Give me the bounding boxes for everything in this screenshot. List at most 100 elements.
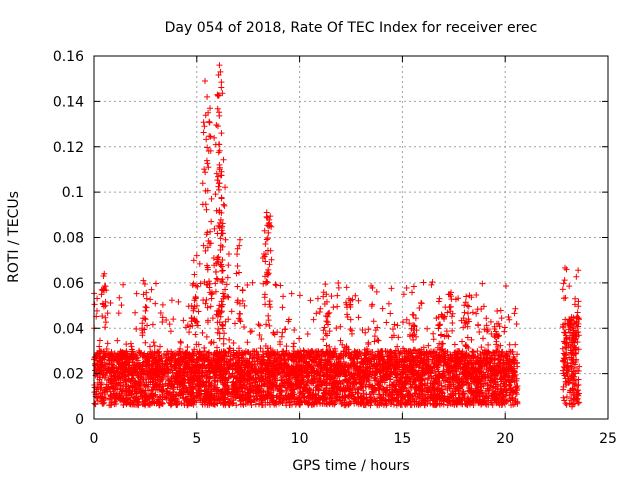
roti-point <box>496 367 503 374</box>
roti-point <box>226 359 233 366</box>
roti-point <box>186 365 193 372</box>
roti-point <box>262 373 269 380</box>
roti-point <box>234 299 241 306</box>
roti-point <box>395 334 402 341</box>
roti-point <box>255 321 262 328</box>
roti-point <box>159 365 166 372</box>
roti-point <box>385 300 392 307</box>
roti-point <box>388 285 395 292</box>
roti-point <box>264 366 271 373</box>
roti-point <box>425 342 432 349</box>
roti-point <box>101 391 108 398</box>
roti-point <box>346 350 353 357</box>
roti-point <box>506 316 513 323</box>
roti-point <box>238 385 245 392</box>
roti-point <box>123 354 130 361</box>
roti-point <box>377 394 384 401</box>
roti-point <box>494 385 501 392</box>
roti-point <box>198 369 205 376</box>
roti-point <box>201 348 208 355</box>
roti-point <box>365 326 372 333</box>
roti-point <box>122 377 129 384</box>
roti-point <box>330 377 337 384</box>
roti-point <box>263 366 270 373</box>
roti-point <box>400 345 407 352</box>
roti-point <box>497 307 504 314</box>
roti-point <box>356 374 363 381</box>
roti-point <box>434 385 441 392</box>
roti-point <box>470 349 477 356</box>
roti-point <box>410 378 417 385</box>
roti-point <box>440 377 447 384</box>
roti-point <box>279 348 286 355</box>
roti-point <box>146 343 153 350</box>
roti-point <box>363 365 370 372</box>
roti-point <box>358 401 365 408</box>
roti-point <box>386 386 393 393</box>
roti-point <box>102 365 109 372</box>
roti-point <box>502 282 509 289</box>
roti-point <box>310 380 317 387</box>
roti-point <box>229 382 236 389</box>
roti-point <box>286 369 293 376</box>
roti-point <box>354 348 361 355</box>
roti-point <box>148 286 155 293</box>
roti-point <box>159 387 166 394</box>
roti-point <box>106 377 113 384</box>
roti-point <box>197 382 204 389</box>
roti-point <box>96 347 103 354</box>
roti-point <box>362 357 369 364</box>
roti-point <box>330 304 337 311</box>
roti-point <box>400 364 407 371</box>
roti-point <box>315 392 322 399</box>
roti-point <box>172 355 179 362</box>
roti-point <box>305 377 312 384</box>
roti-point <box>421 358 428 365</box>
roti-point <box>379 356 386 363</box>
roti-point <box>481 326 488 333</box>
roti-point <box>420 279 427 286</box>
roti-point <box>347 393 354 400</box>
roti-point <box>180 378 187 385</box>
roti-point <box>186 359 193 366</box>
roti-point <box>167 328 174 335</box>
roti-point <box>383 400 390 407</box>
roti-point <box>473 292 480 299</box>
roti-point <box>178 389 185 396</box>
roti-point <box>337 385 344 392</box>
roti-point <box>205 365 212 372</box>
roti-point <box>365 339 372 346</box>
roti-point <box>102 324 109 331</box>
roti-point <box>405 354 412 361</box>
roti-point <box>371 395 378 402</box>
roti-point <box>150 339 157 346</box>
roti-point <box>258 367 265 374</box>
roti-point <box>111 386 118 393</box>
roti-point <box>105 376 112 383</box>
roti-point <box>450 399 457 406</box>
roti-point <box>169 367 176 374</box>
roti-point <box>137 376 144 383</box>
roti-point <box>301 393 308 400</box>
roti-point <box>333 325 340 332</box>
roti-point <box>390 389 397 396</box>
roti-point <box>403 284 410 291</box>
roti-point <box>123 341 130 348</box>
roti-point <box>465 373 472 380</box>
roti-point <box>344 393 351 400</box>
roti-point <box>512 341 519 348</box>
roti-point <box>370 318 377 325</box>
roti-point <box>142 387 149 394</box>
roti-point <box>398 401 405 408</box>
roti-point <box>463 354 470 361</box>
roti-point <box>200 357 207 364</box>
roti-point <box>122 398 129 405</box>
roti-point <box>387 310 394 317</box>
roti-point <box>177 389 184 396</box>
roti-point <box>235 345 242 352</box>
roti-point <box>434 344 441 351</box>
roti-point <box>436 295 443 302</box>
roti-point <box>218 351 225 358</box>
roti-point <box>476 365 483 372</box>
roti-point <box>223 281 230 288</box>
